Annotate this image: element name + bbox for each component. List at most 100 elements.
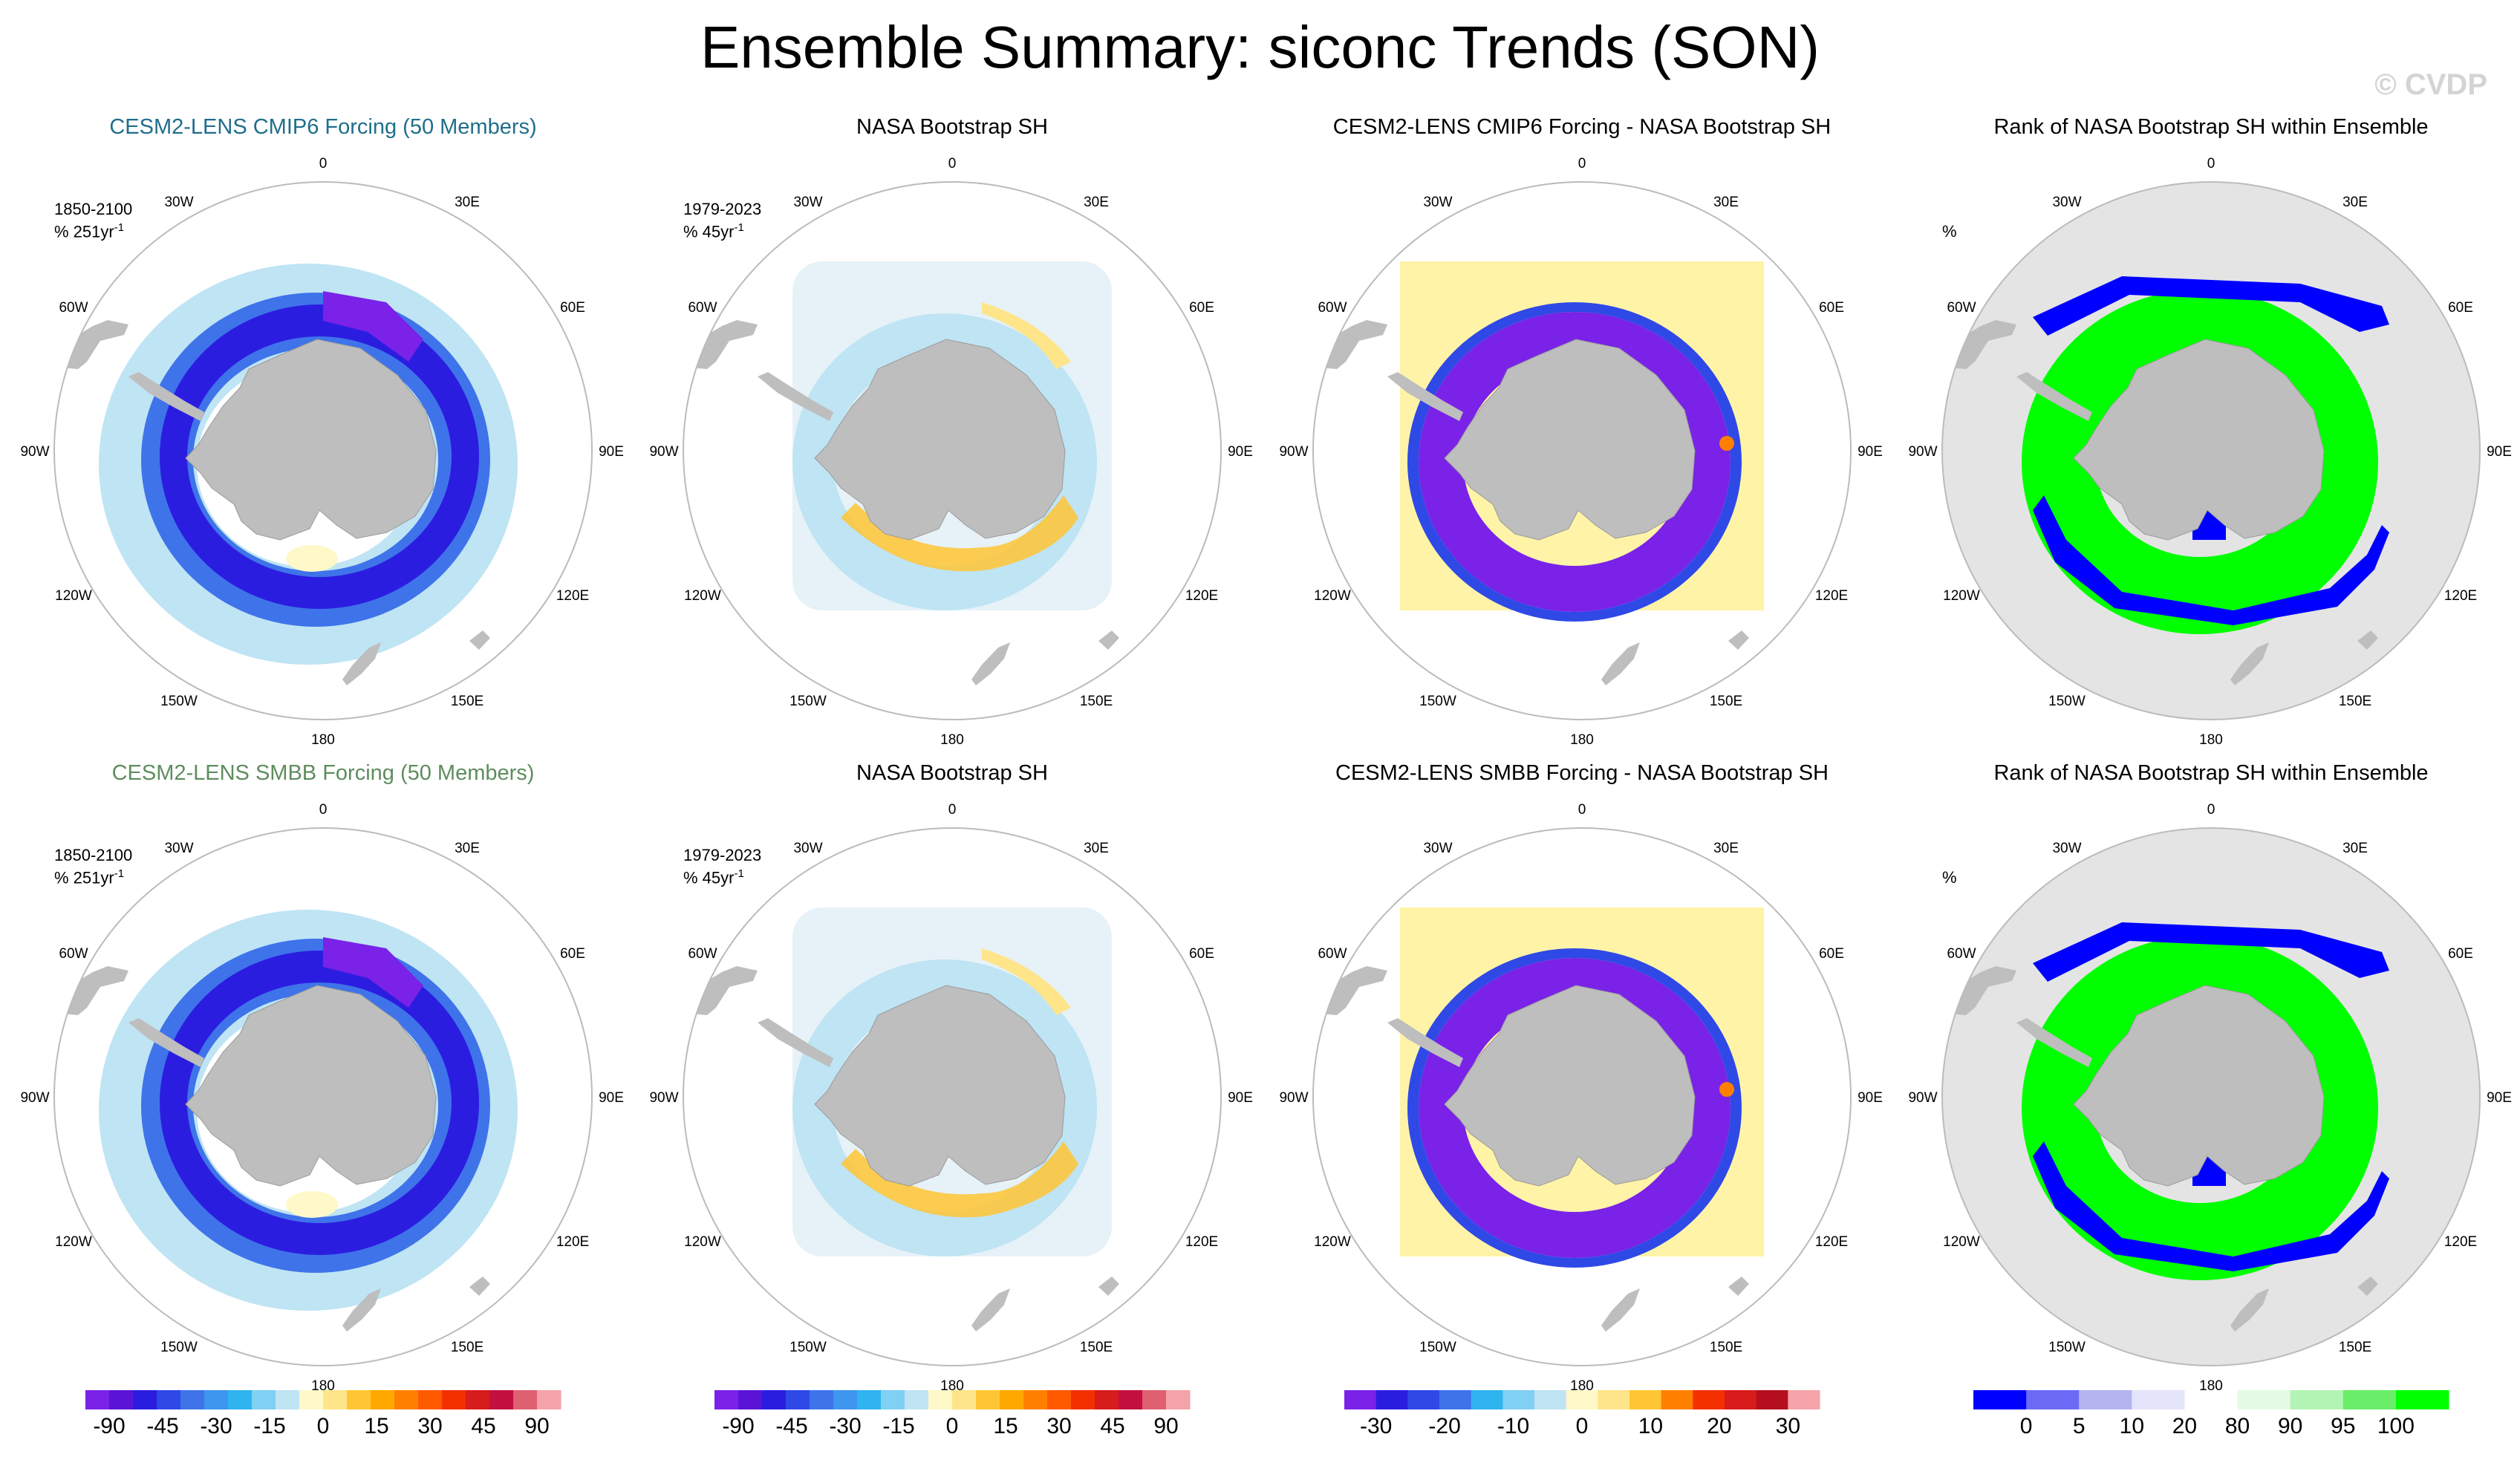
- panel-units-note: %: [1942, 868, 1957, 887]
- panel-title: CESM2-LENS SMBB Forcing - NASA Bootstrap…: [1335, 761, 1829, 785]
- units-label: % 251yr-1: [54, 221, 125, 241]
- colorbar-swatch: [1142, 1390, 1167, 1409]
- panel-units-note: %: [1942, 222, 1957, 241]
- longitude-label: 30E: [455, 841, 480, 856]
- longitude-label: 150W: [789, 1340, 827, 1355]
- trend-band-weak: [98, 263, 518, 665]
- longitude-label: 60E: [2448, 300, 2473, 316]
- new-zealand-north: [2357, 630, 2378, 650]
- colorbar-tick-label: 0: [317, 1414, 330, 1438]
- map-border: [1941, 181, 2481, 720]
- colorbar-tick-label: 90: [1153, 1414, 1178, 1438]
- longitude-label: 120W: [55, 1234, 92, 1250]
- longitude-label: 30W: [164, 841, 193, 856]
- map-disk: [54, 182, 592, 720]
- longitude-label: 150E: [451, 694, 484, 709]
- rank-low-ross: [2192, 506, 2226, 540]
- colorbar-tick-label: -45: [146, 1414, 178, 1438]
- field-layer: [1321, 261, 1764, 685]
- longitude-label: 0: [1578, 802, 1586, 818]
- longitude-label: 60E: [2448, 946, 2473, 962]
- colorbar-tick-label: 10: [2120, 1414, 2144, 1438]
- units-label: % 45yr-1: [683, 221, 744, 241]
- antarctica-landmass: [814, 985, 1066, 1187]
- map-border: [53, 181, 593, 720]
- south-america-tip: [62, 966, 128, 1015]
- colorbar-swatch: [2342, 1390, 2397, 1409]
- colorbar-swatch: [1119, 1390, 1143, 1409]
- map-border: [1941, 827, 2481, 1366]
- longitude-label: 60E: [560, 300, 585, 316]
- longitude-label: 180: [1570, 732, 1594, 748]
- antarctica-landmass: [185, 339, 437, 541]
- colorbar-tick-label: 20: [1707, 1414, 1731, 1438]
- colorbar: -30 -20 -10 0 10 20 30: [1344, 1390, 1820, 1438]
- panel-units-note: 1850-2100 % 251yr-1: [54, 200, 132, 241]
- new-zealand-south: [971, 642, 1010, 685]
- field-layer: [691, 261, 1119, 685]
- trend-peak-region: [323, 291, 423, 362]
- colorbar-tick-label: -90: [722, 1414, 754, 1438]
- diff-ring-edge: [1407, 948, 1742, 1268]
- colorbar-swatch: [347, 1390, 371, 1409]
- longitude-label: 90W: [20, 444, 49, 460]
- panel-title: CESM2-LENS CMIP6 Forcing - NASA Bootstra…: [1332, 115, 1832, 139]
- watermark: © CVDP: [2374, 68, 2487, 101]
- trend-band-moderate: [141, 293, 490, 627]
- colorbar-swatch: [1407, 1390, 1440, 1409]
- units-exponent: -1: [114, 221, 125, 234]
- colorbar-tick-label: 95: [2331, 1414, 2355, 1438]
- antarctic-peninsula: [2016, 372, 2092, 421]
- colorbar-swatch: [1047, 1390, 1072, 1409]
- longitude-label: 120E: [1185, 588, 1218, 604]
- colorbar-swatch: [2026, 1390, 2080, 1409]
- longitude-label: 90W: [649, 1090, 678, 1106]
- colorbar-swatch: [1000, 1390, 1024, 1409]
- map-disk: [683, 828, 1221, 1366]
- antarctic-peninsula: [758, 1018, 833, 1067]
- colorbar-tick-label: 30: [1046, 1414, 1071, 1438]
- colorbar-tick-label: 90: [524, 1414, 549, 1438]
- colorbar-swatch: [2237, 1390, 2291, 1409]
- longitude-label: 150W: [1419, 1340, 1456, 1355]
- colorbar-tick-label: 0: [2020, 1414, 2033, 1438]
- longitude-label: 90E: [1228, 1090, 1253, 1106]
- longitude-label: 60W: [1318, 946, 1347, 962]
- colorbar-swatch: [323, 1390, 348, 1409]
- longitude-label: 30E: [1713, 195, 1739, 210]
- longitude-label: 30E: [2342, 195, 2368, 210]
- longitude-label: 30E: [1084, 195, 1109, 210]
- colorbar-swatch: [85, 1390, 110, 1409]
- colorbar-swatch: [1693, 1390, 1725, 1409]
- obs-positive-band: [841, 495, 1078, 572]
- longitude-label: 120E: [2444, 588, 2477, 604]
- units-exponent: -1: [734, 867, 744, 880]
- new-zealand-south: [2230, 1288, 2269, 1331]
- colorbar-tick-label: -15: [253, 1414, 285, 1438]
- rank-low-south: [2033, 495, 2389, 625]
- colorbar: -90 -45 -30 -15 0 15 30 45 90: [85, 1390, 561, 1438]
- panel-title: CESM2-LENS SMBB Forcing (50 Members): [111, 761, 535, 785]
- map-disk: [1313, 828, 1851, 1366]
- colorbar-swatch: [738, 1390, 763, 1409]
- colorbar: -90 -45 -30 -15 0 15 30 45 90: [714, 1390, 1191, 1438]
- land-layer: [1321, 320, 1749, 685]
- panel-title: NASA Bootstrap SH: [856, 761, 1048, 785]
- colorbar-swatch: [2290, 1390, 2344, 1409]
- colorbar-swatch: [252, 1390, 276, 1409]
- longitude-label: 120E: [1185, 1234, 1218, 1250]
- map-border: [683, 827, 1222, 1366]
- colorbar-tick-label: 30: [1776, 1414, 1800, 1438]
- longitude-label: 90W: [1279, 1090, 1308, 1106]
- colorbar-swatch: [905, 1390, 929, 1409]
- field-layer: [1950, 276, 2389, 685]
- longitude-label: 0: [948, 802, 957, 818]
- longitude-label: 60W: [1318, 300, 1347, 316]
- longitude-label: 30E: [1713, 841, 1739, 856]
- colorbar-swatch: [762, 1390, 787, 1409]
